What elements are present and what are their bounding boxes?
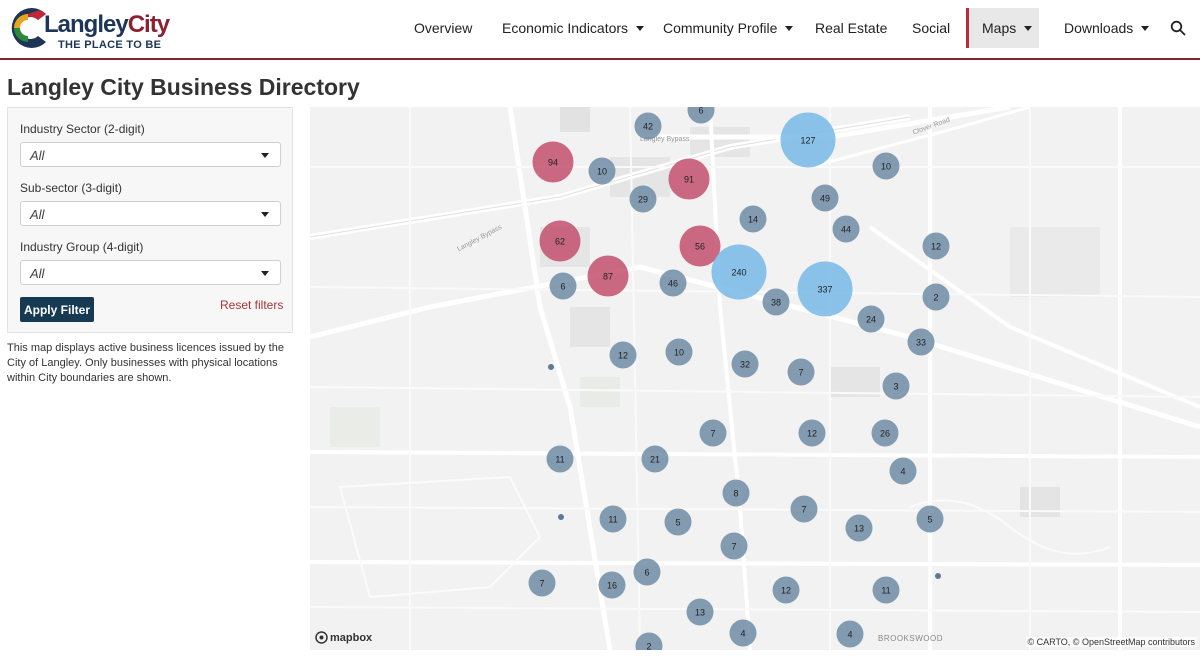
map-cluster[interactable]: 10 (588, 157, 616, 185)
chevron-down-icon (785, 25, 794, 31)
map-point[interactable] (558, 514, 564, 520)
map-cluster[interactable]: 10 (665, 338, 693, 366)
map-cluster[interactable]: 87 (587, 255, 629, 297)
area-label: BROOKSWOOD (878, 634, 944, 643)
logo-c-icon (11, 7, 46, 48)
map-cluster[interactable]: 6 (687, 107, 715, 124)
logo-title: LangleyCity (44, 11, 170, 38)
map-cluster[interactable]: 2 (922, 283, 950, 311)
map-cluster[interactable]: 38 (762, 288, 790, 316)
langley-city-logo[interactable]: LangleyCity THE PLACE TO BE (6, 6, 170, 54)
map-cluster[interactable]: 127 (780, 112, 836, 168)
nav-maps[interactable]: Maps (966, 8, 1039, 48)
chevron-down-icon (1141, 25, 1150, 31)
map-cluster[interactable]: 46 (659, 269, 687, 297)
map-cluster[interactable]: 13 (686, 598, 714, 626)
nav-real-estate[interactable]: Real Estate (815, 20, 888, 36)
map-cluster[interactable]: 4 (729, 619, 757, 647)
map-cluster[interactable]: 6 (633, 558, 661, 586)
industry-group-select[interactable]: All (20, 260, 281, 285)
map-cluster[interactable]: 240 (711, 244, 767, 300)
map-cluster[interactable]: 6 (549, 272, 577, 300)
map-base-tiles (310, 107, 1200, 650)
nav-community-profile[interactable]: Community Profile (651, 8, 805, 48)
mapbox-logo[interactable]: mapbox (315, 631, 372, 644)
sub-sector-select[interactable]: All (20, 201, 281, 226)
apply-filter-button[interactable]: Apply Filter (20, 297, 94, 322)
chevron-down-icon (261, 212, 269, 217)
map-cluster[interactable]: 7 (528, 569, 556, 597)
map-cluster[interactable]: 32 (731, 350, 759, 378)
map-cluster[interactable]: 4 (836, 620, 864, 648)
map-cluster[interactable]: 24 (857, 305, 885, 333)
map-cluster[interactable]: 5 (664, 508, 692, 536)
map-attribution[interactable]: © CARTO, © OpenStreetMap contributors (1025, 637, 1197, 647)
map-cluster[interactable]: 91 (668, 158, 710, 200)
map-cluster[interactable]: 12 (772, 576, 800, 604)
map-cluster[interactable]: 21 (641, 445, 669, 473)
page-title: Langley City Business Directory (7, 74, 360, 100)
chevron-down-icon (636, 25, 645, 31)
industry-sector-label: Industry Sector (2-digit) (20, 122, 145, 136)
map-cluster[interactable]: 44 (832, 215, 860, 243)
map-cluster[interactable]: 12 (922, 232, 950, 260)
map-cluster[interactable]: 26 (871, 419, 899, 447)
map-cluster[interactable]: 7 (699, 419, 727, 447)
map-point[interactable] (548, 364, 554, 370)
map-point[interactable] (935, 573, 941, 579)
map-cluster[interactable]: 11 (546, 445, 574, 473)
map-cluster[interactable]: 337 (797, 261, 853, 317)
map-cluster[interactable]: 12 (798, 419, 826, 447)
chevron-down-icon (1024, 25, 1033, 31)
map-cluster[interactable]: 3 (882, 372, 910, 400)
map-cluster[interactable]: 33 (907, 328, 935, 356)
map-cluster[interactable]: 42 (634, 112, 662, 140)
map-cluster[interactable]: 62 (539, 220, 581, 262)
map-cluster[interactable]: 16 (598, 571, 626, 599)
map-cluster[interactable]: 14 (739, 205, 767, 233)
sub-sector-label: Sub-sector (3-digit) (20, 181, 123, 195)
map-cluster[interactable]: 4 (889, 457, 917, 485)
business-map[interactable]: Langley Bypass Langley Bypass Clover Roa… (310, 107, 1200, 650)
chevron-down-icon (261, 271, 269, 276)
reset-filters-link[interactable]: Reset filters (220, 298, 284, 312)
map-cluster[interactable]: 94 (532, 141, 574, 183)
search-icon[interactable] (1170, 20, 1186, 36)
nav-downloads[interactable]: Downloads (1052, 8, 1161, 48)
logo-tagline: THE PLACE TO BE (58, 39, 162, 51)
road-label: Langley Bypass (640, 136, 690, 143)
map-cluster[interactable]: 10 (872, 152, 900, 180)
map-cluster[interactable]: 7 (787, 358, 815, 386)
map-cluster[interactable]: 12 (609, 341, 637, 369)
filter-panel: Industry Sector (2-digit) All Sub-sector… (7, 107, 293, 333)
map-cluster[interactable]: 5 (916, 505, 944, 533)
site-header: LangleyCity THE PLACE TO BE Overview Eco… (0, 0, 1200, 60)
industry-group-label: Industry Group (4-digit) (20, 240, 144, 254)
map-description: This map displays active business licenc… (7, 342, 284, 384)
map-cluster[interactable]: 11 (872, 576, 900, 604)
map-cluster[interactable]: 7 (790, 495, 818, 523)
map-cluster[interactable]: 29 (629, 185, 657, 213)
map-cluster[interactable]: 8 (722, 479, 750, 507)
nav-social[interactable]: Social (912, 20, 951, 36)
nav-economic-indicators[interactable]: Economic Indicators (490, 8, 656, 48)
map-cluster[interactable]: 49 (811, 184, 839, 212)
mapbox-icon (315, 631, 328, 644)
map-cluster[interactable]: 7 (720, 532, 748, 560)
map-cluster[interactable]: 11 (599, 505, 627, 533)
chevron-down-icon (261, 153, 269, 158)
map-cluster[interactable]: 13 (845, 514, 873, 542)
nav-overview[interactable]: Overview (414, 20, 473, 36)
industry-sector-select[interactable]: All (20, 142, 281, 167)
map-cluster[interactable]: 2 (635, 632, 663, 650)
